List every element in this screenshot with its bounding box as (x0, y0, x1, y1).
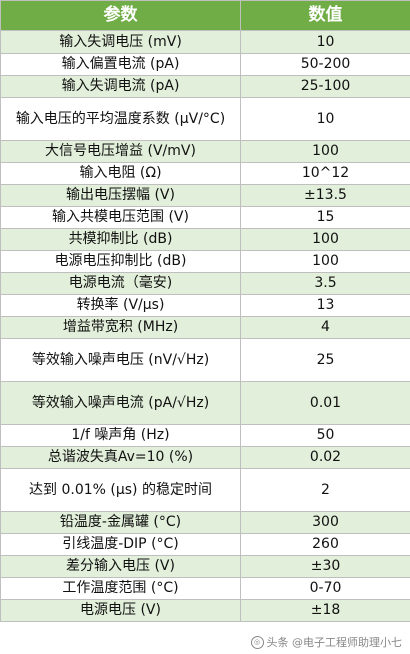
header-param: 参数 (0, 0, 241, 31)
table-row: 等效输入噪声电流 (pA/√Hz) 0.01 (0, 381, 410, 425)
value-cell: 0.02 (240, 446, 410, 469)
param-cell: 输入偏置电流 (pA) (0, 53, 241, 76)
table-row: 工作温度范围 (°C) 0-70 (0, 577, 410, 600)
table-row: 总谐波失真Av=10 (%) 0.02 (0, 446, 410, 469)
value-cell: 25 (240, 338, 410, 382)
table-row: 输入共模电压范围 (V) 15 (0, 206, 410, 229)
table-row: 差分输入电压 (V) ±30 (0, 555, 410, 578)
param-cell: 1/f 噪声角 (Hz) (0, 424, 241, 447)
param-cell: 转换率 (V/μs) (0, 294, 241, 317)
param-cell: 电源电压 (V) (0, 599, 241, 622)
value-cell: ±30 (240, 555, 410, 578)
table-row: 大信号电压增益 (V/mV) 100 (0, 140, 410, 163)
param-cell: 工作温度范围 (°C) (0, 577, 241, 600)
param-cell: 差分输入电压 (V) (0, 555, 241, 578)
param-cell: 等效输入噪声电压 (nV/√Hz) (0, 338, 241, 382)
param-cell: 大信号电压增益 (V/mV) (0, 140, 241, 163)
param-cell: 输入电阻 (Ω) (0, 162, 241, 185)
table-row: 电源电流（毫安) 3.5 (0, 272, 410, 295)
table-row: 输出电压摆幅 (V) ±13.5 (0, 184, 410, 207)
table-row: 电源电压 (V) ±18 (0, 599, 410, 622)
value-cell: 300 (240, 511, 410, 534)
value-cell: 50 (240, 424, 410, 447)
param-cell: 增益带宽积 (MHz) (0, 316, 241, 339)
table-row: 转换率 (V/μs) 13 (0, 294, 410, 317)
value-cell: 4 (240, 316, 410, 339)
param-cell: 共模抑制比 (dB) (0, 228, 241, 251)
param-cell: 达到 0.01% (μs) 的稳定时间 (0, 468, 241, 512)
value-cell: 100 (240, 250, 410, 273)
param-cell: 引线温度-DIP (°C) (0, 533, 241, 556)
param-cell: 电源电压抑制比 (dB) (0, 250, 241, 273)
value-cell: 25-100 (240, 75, 410, 98)
value-cell: 0.01 (240, 381, 410, 425)
table-row: 铅温度-金属罐 (°C) 300 (0, 511, 410, 534)
table-row: 电源电压抑制比 (dB) 100 (0, 250, 410, 273)
table-row: 共模抑制比 (dB) 100 (0, 228, 410, 251)
value-cell: 2 (240, 468, 410, 512)
value-cell: 260 (240, 533, 410, 556)
value-cell: 100 (240, 140, 410, 163)
table-row: 等效输入噪声电压 (nV/√Hz) 25 (0, 338, 410, 382)
param-cell: 铅温度-金属罐 (°C) (0, 511, 241, 534)
table-row: 增益带宽积 (MHz) 4 (0, 316, 410, 339)
param-cell: 总谐波失真Av=10 (%) (0, 446, 241, 469)
param-cell: 等效输入噪声电流 (pA/√Hz) (0, 381, 241, 425)
param-cell: 输出电压摆幅 (V) (0, 184, 241, 207)
watermark-logo-icon: ◎ (250, 635, 264, 649)
value-cell: 100 (240, 228, 410, 251)
value-cell: 50-200 (240, 53, 410, 76)
param-cell: 输入共模电压范围 (V) (0, 206, 241, 229)
table-row: 输入偏置电流 (pA) 50-200 (0, 53, 410, 76)
value-cell: 3.5 (240, 272, 410, 295)
value-cell: 13 (240, 294, 410, 317)
table-header-row: 参数 数值 (0, 0, 410, 31)
header-value: 数值 (240, 0, 410, 31)
table-row: 输入电阻 (Ω) 10^12 (0, 162, 410, 185)
table-row: 输入失调电压 (mV) 10 (0, 30, 410, 54)
table-row: 输入电压的平均温度系数 (μV/°C) 10 (0, 97, 410, 141)
value-cell: 10^12 (240, 162, 410, 185)
watermark-text: 头条 @电子工程师助理小七 (266, 636, 403, 649)
value-cell: 0-70 (240, 577, 410, 600)
table-row: 输入失调电流 (pA) 25-100 (0, 75, 410, 98)
param-cell: 电源电流（毫安) (0, 272, 241, 295)
value-cell: 10 (240, 30, 410, 54)
table-row: 引线温度-DIP (°C) 260 (0, 533, 410, 556)
watermark: ◎ 头条 @电子工程师助理小七 (248, 634, 404, 650)
value-cell: 15 (240, 206, 410, 229)
table-row: 达到 0.01% (μs) 的稳定时间 2 (0, 468, 410, 512)
param-cell: 输入失调电流 (pA) (0, 75, 241, 98)
param-cell: 输入电压的平均温度系数 (μV/°C) (0, 97, 241, 141)
table-row: 1/f 噪声角 (Hz) 50 (0, 424, 410, 447)
value-cell: 10 (240, 97, 410, 141)
value-cell: ±18 (240, 599, 410, 622)
spec-table: 参数 数值 输入失调电压 (mV) 10 输入偏置电流 (pA) 50-200 输入失调… (0, 0, 410, 622)
value-cell: ±13.5 (240, 184, 410, 207)
param-cell: 输入失调电压 (mV) (0, 30, 241, 54)
